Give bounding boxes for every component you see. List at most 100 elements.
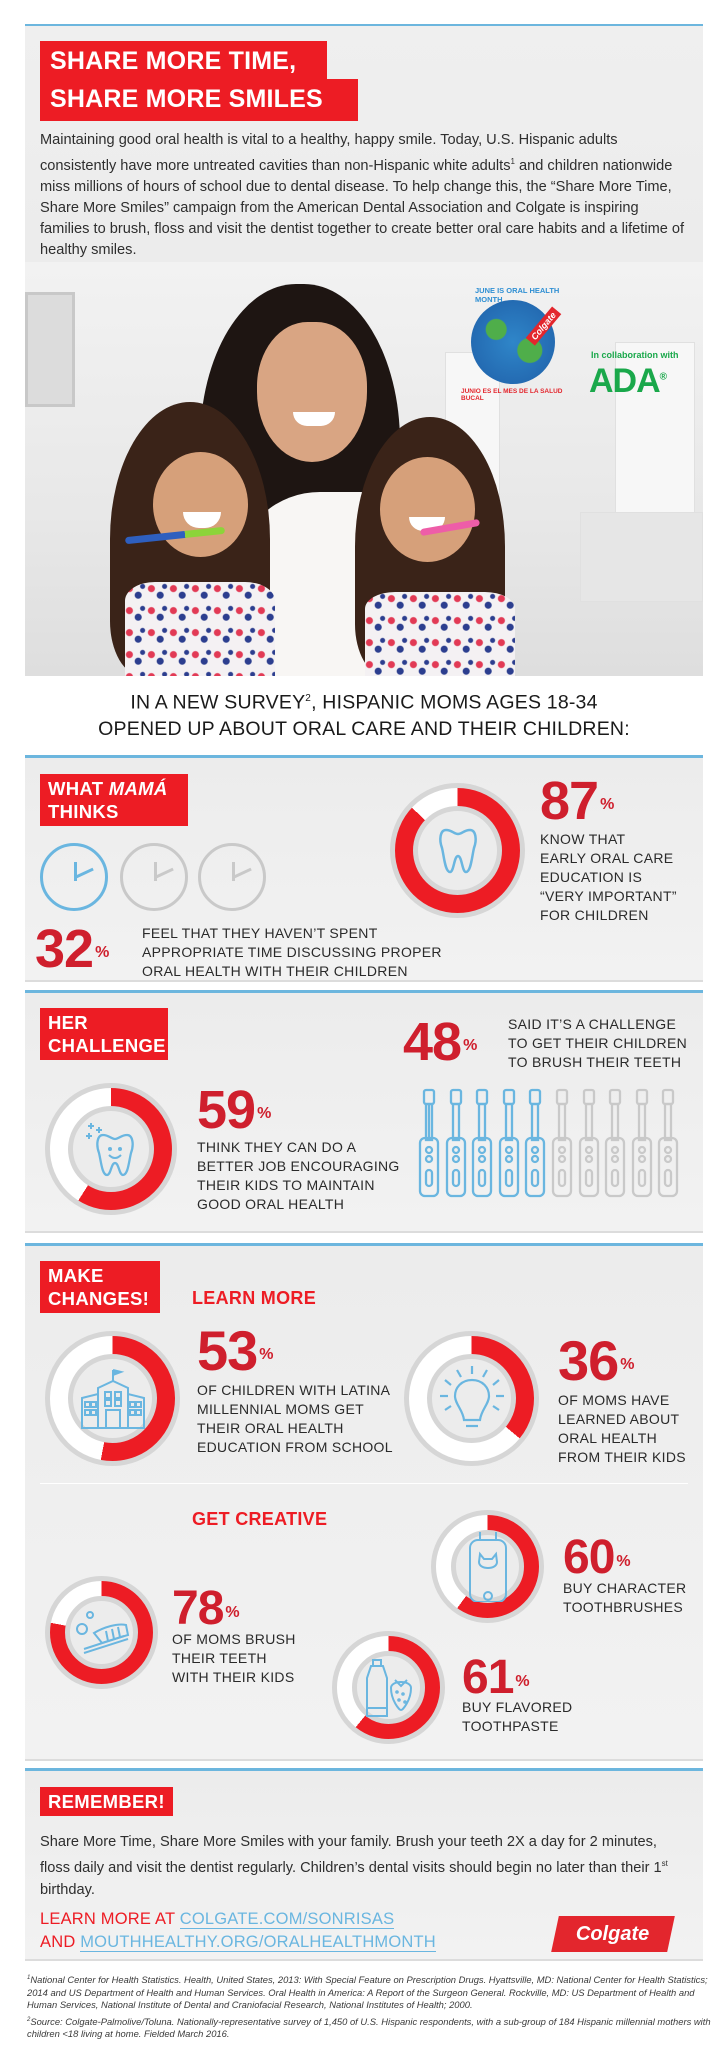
caption-line: BUY FLAVORED [462, 1699, 573, 1715]
learn-more-line-2: AND MOUTHHEALTHY.ORG/ORALHEALTHMONTH [40, 1931, 436, 1953]
ordinal-suffix: st [661, 1859, 668, 1868]
her-challenge-tag: HER CHALLENGE [40, 1008, 168, 1060]
caption-line: THEIR TEETH [172, 1650, 267, 1666]
happy-tooth-icon [86, 1123, 134, 1177]
what-mama-thinks-section: WHAT MAMÁ THINKS 32% FEEL THAT THEY HAVE… [25, 758, 703, 982]
pct-number: 32 [35, 919, 94, 979]
tag-text: THINKS [48, 801, 119, 822]
stat-36-value: 36% [558, 1333, 635, 1389]
colgate-logo-text: Colgate [576, 1922, 650, 1945]
mouthhealthy-link[interactable]: MOUTHHEALTHY.ORG/ORALHEALTHMONTH [80, 1933, 436, 1952]
sink [580, 512, 703, 602]
oral-health-month-badge: JUNE IS ORAL HEALTH MONTH JUNIO ES EL ME… [453, 282, 573, 402]
pct-sign: % [616, 1553, 630, 1570]
get-creative-heading: GET CREATIVE [192, 1509, 328, 1529]
caption-line: TOOTHBRUSHES [563, 1599, 684, 1615]
pct-number: 48 [403, 1012, 462, 1072]
footnotes: 1National Center for Health Statistics. … [25, 1972, 715, 2043]
remember-tag: REMEMBER! [40, 1787, 173, 1816]
tag-text: CHALLENGE [48, 1035, 166, 1056]
pct-sign: % [515, 1673, 529, 1690]
tag-text-italic: MAMÁ [108, 778, 168, 799]
left-girl-smile [183, 512, 221, 528]
make-changes-section: MAKE CHANGES! LEARN MORE 53% OF CHILDREN… [25, 1246, 703, 1761]
wall-mirror [25, 292, 75, 407]
stat-87-value: 87% [540, 774, 614, 828]
intro-paragraph: Maintaining good oral health is vital to… [40, 130, 690, 261]
stat-87-caption: KNOW THAT EARLY ORAL CARE EDUCATION IS “… [540, 830, 700, 925]
her-challenge-section: HER CHALLENGE 59% THINK THEY CAN DO A BE… [25, 993, 703, 1233]
colgate-sonrisas-link[interactable]: COLGATE.COM/SONRISAS [179, 1910, 395, 1929]
donut-78 [45, 1576, 158, 1689]
survey-text-b: , HISPANIC MOMS AGES 18-34 [311, 691, 598, 714]
stat-59-value: 59% [197, 1083, 271, 1137]
stat-78-value: 78% [172, 1584, 240, 1634]
caption-line: SAID IT’S A CHALLENGE [508, 1016, 677, 1032]
left-girl-dress [125, 582, 275, 676]
caption-line: WITH THEIR KIDS [172, 1669, 295, 1685]
stat-32-value: 32% [35, 922, 109, 976]
pct-number: 61 [462, 1651, 514, 1704]
caption-line: THEIR ORAL HEALTH [197, 1420, 344, 1436]
right-girl-dress [365, 592, 515, 676]
pct-sign: % [620, 1356, 634, 1373]
toothbrush-row [418, 1088, 679, 1198]
stat-53-caption: OF CHILDREN WITH LATINA MILLENNIAL MOMS … [197, 1381, 407, 1457]
page-title: SHARE MORE TIME, SHARE MORE SMILES [40, 41, 358, 121]
pct-sign: % [257, 1105, 271, 1122]
donut-60 [431, 1510, 544, 1623]
caption-line: THEIR KIDS TO MAINTAIN [197, 1177, 375, 1193]
title-line-1: SHARE MORE TIME, [40, 41, 327, 79]
stat-60-value: 60% [563, 1533, 631, 1583]
intro-text-a: Maintaining good oral health is vital to… [40, 132, 618, 174]
caption-line: KNOW THAT [540, 831, 626, 847]
donut-59 [45, 1083, 177, 1215]
donut-61 [332, 1631, 445, 1744]
stat-48-caption: SAID IT’S A CHALLENGE TO GET THEIR CHILD… [508, 1015, 698, 1072]
left-girl-face [153, 452, 248, 557]
toothbrush-icon-highlighted [418, 1088, 440, 1198]
footnote-number: 2 [27, 2016, 31, 2023]
section-divider [25, 755, 703, 758]
pct-sign: % [95, 944, 109, 961]
caption-line: FOR CHILDREN [540, 907, 649, 923]
pct-sign: % [259, 1346, 273, 1363]
cat-toothbrush-icon [468, 1531, 507, 1602]
clock-icon-highlighted [40, 843, 108, 911]
footnote-ref-2: 2 [305, 693, 312, 704]
section-divider [25, 1243, 703, 1246]
badge-bottom-text: JUNIO ES EL MES DE LA SALUD BUCAL [461, 388, 563, 402]
caption-line: TO GET THEIR CHILDREN [508, 1035, 687, 1051]
toothbrush-icon [578, 1088, 599, 1198]
remember-section: REMEMBER! Share More Time, Share More Sm… [25, 1771, 703, 1961]
toothbrush-icon-highlighted [525, 1088, 546, 1198]
hero-section: SHARE MORE TIME, SHARE MORE SMILES Maint… [25, 26, 703, 676]
footnote-1: 1National Center for Health Statistics. … [25, 1972, 715, 2012]
and-prefix: AND [40, 1933, 81, 1951]
pct-sign: % [600, 796, 614, 813]
registered-mark: ® [659, 371, 667, 383]
mother-smile [293, 412, 335, 426]
donut-36 [404, 1331, 539, 1466]
stat-36-caption: OF MOMS HAVE LEARNED ABOUT ORAL HEALTH F… [558, 1391, 703, 1467]
colgate-logo: Colgate [551, 1916, 675, 1952]
stat-60-caption: BUY CHARACTER TOOTHBRUSHES [563, 1579, 703, 1617]
ada-logo: ADA® [589, 362, 667, 401]
badge-top-text: JUNE IS ORAL HEALTH MONTH [475, 286, 560, 304]
caption-line: TOOTHPASTE [462, 1718, 559, 1734]
survey-text-a: IN A NEW SURVEY [130, 691, 306, 714]
stat-48-value: 48% [403, 1015, 477, 1069]
toothbrush-icon-highlighted [445, 1088, 466, 1198]
toothbrush-brushing-icon [75, 1610, 129, 1654]
caption-line: “VERY IMPORTANT” [540, 888, 677, 904]
clock-icon [198, 843, 266, 911]
pct-sign: % [463, 1037, 477, 1054]
caption-line: FROM THEIR KIDS [558, 1449, 686, 1465]
caption-line: EARLY ORAL CARE [540, 850, 674, 866]
pct-number: 87 [540, 771, 599, 831]
caption-line: GOOD ORAL HEALTH [197, 1196, 345, 1212]
stat-32-caption: FEEL THAT THEY HAVEN’T SPENT APPROPRIATE… [142, 925, 442, 979]
stat-53-value: 53% [197, 1323, 274, 1379]
learn-more-prefix: LEARN MORE AT [40, 1910, 180, 1928]
tag-text: HER [48, 1012, 88, 1033]
